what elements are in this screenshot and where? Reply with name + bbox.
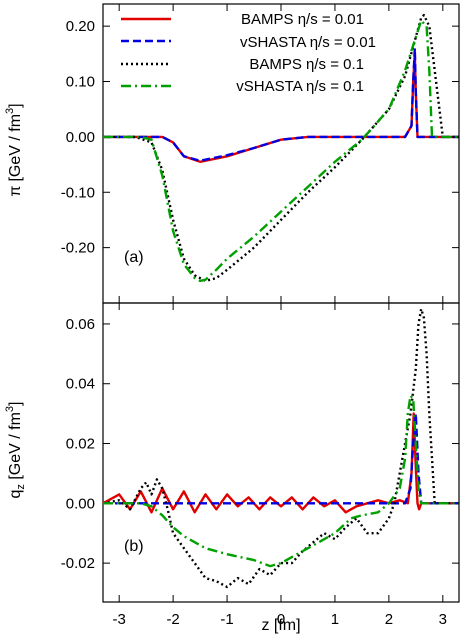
- series-line-1: [103, 412, 459, 505]
- y-axis-unit-close-b: ]: [7, 402, 24, 406]
- x-tick-label: -3: [113, 611, 126, 628]
- series-a: [103, 13, 459, 283]
- legend-label-2: BAMPS η/s = 0.1: [249, 56, 364, 73]
- y-axis-unit-exp-a: 3: [4, 108, 16, 114]
- y-axis-unit-close-a: ]: [7, 103, 24, 107]
- y-tick-labels-a: 0.20 0.10 0.00 -0.10 -0.20: [61, 18, 95, 256]
- y-axis-symbol-sub-b: z: [15, 484, 27, 490]
- x-tick-label: 2: [385, 611, 393, 628]
- series-line-1: [103, 47, 459, 162]
- y-tick-label: -0.20: [61, 240, 95, 257]
- series-b: [102, 307, 459, 589]
- y-tick-label: 0.06: [66, 316, 95, 333]
- legend-item-3: vSHASTA η/s = 0.1: [121, 78, 364, 95]
- y-tick-label: 0.02: [66, 436, 95, 453]
- panel-label-b: (b): [124, 538, 144, 555]
- y-tick-label: 0.20: [66, 18, 95, 35]
- y-tick-label: 0.00: [66, 129, 95, 146]
- legend-label-0: BAMPS η/s = 0.01: [241, 11, 364, 28]
- legend-item-0: BAMPS η/s = 0.01: [121, 11, 364, 28]
- x-tick-label: 3: [439, 611, 447, 628]
- series-line-2: [103, 13, 459, 283]
- series-line-0: [102, 412, 459, 514]
- x-tick-label: -2: [166, 611, 179, 628]
- y-axis-title-a: π [GeV / fm3]: [4, 103, 24, 196]
- legend-item-1: vSHASTA η/s = 0.01: [121, 34, 376, 51]
- legend-item-2: BAMPS η/s = 0.1: [121, 56, 364, 73]
- y-tick-label: 0.04: [66, 376, 95, 393]
- y-tick-labels-b: 0.06 0.04 0.02 0.00 -0.02: [61, 316, 95, 572]
- y-axis-unit-a: [GeV / fm: [7, 114, 24, 182]
- legend: BAMPS η/s = 0.01 vSHASTA η/s = 0.01 BAMP…: [121, 11, 376, 95]
- y-axis-symbol-a: π: [7, 186, 24, 197]
- x-tick-labels: -3 -2 -1 0 1 2 3: [113, 611, 447, 628]
- y-tick-label: -0.02: [61, 555, 95, 572]
- y-axis-title-b: qz [GeV / fm3]: [4, 402, 27, 499]
- x-tick-label: 0: [277, 611, 285, 628]
- y-tick-label: 0.10: [66, 74, 95, 91]
- y-tick-label: 0.00: [66, 495, 95, 512]
- y-axis-symbol-b: q: [7, 490, 24, 499]
- plot-frame-b: [102, 302, 460, 603]
- x-axis-title: z [fm]: [261, 617, 300, 634]
- legend-label-1: vSHASTA η/s = 0.01: [240, 34, 376, 51]
- x-tick-label: 1: [331, 611, 339, 628]
- x-ticks: [118, 303, 444, 602]
- y-tick-label: -0.10: [61, 184, 95, 201]
- panel-label-a: (a): [124, 249, 144, 266]
- panel-a: 0.200.100.00-0.10-0.20 (a) π[GeV / fm3] …: [4, 3, 460, 304]
- y-axis-unit-b: [GeV / fm: [7, 412, 24, 484]
- x-tick-label: -1: [220, 611, 233, 628]
- y-ticks-a: [103, 4, 459, 303]
- panel-b: 0.060.040.020.00-0.02 -3 -2 -1 0 1 2 3 (b) qz …: [4, 302, 460, 634]
- legend-label-3: vSHASTA η/s = 0.1: [236, 78, 364, 95]
- series-line-3: [103, 394, 459, 568]
- y-axis-unit-exp-b: 3: [4, 406, 16, 412]
